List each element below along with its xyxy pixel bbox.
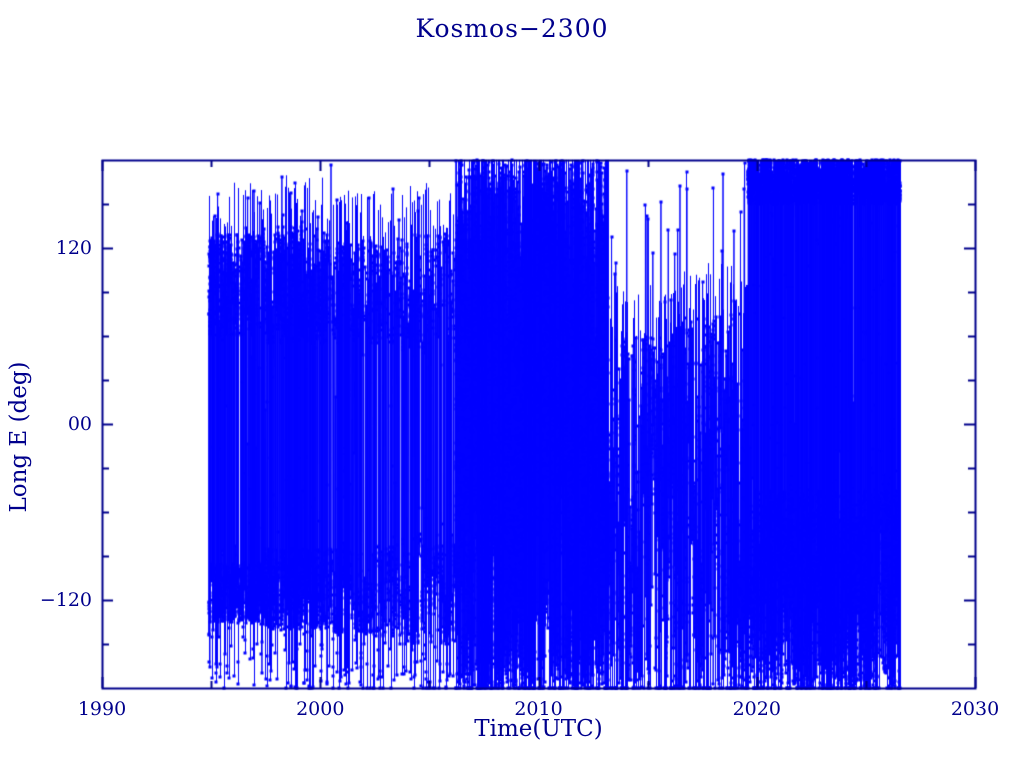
y-tick-label: 00 [67, 413, 92, 435]
y-axis-title: Long E (deg) [6, 361, 32, 513]
x-axis-title: Time(UTC) [474, 716, 603, 742]
x-tick-label: 2020 [732, 698, 781, 720]
y-tick-label: −120 [39, 589, 92, 611]
x-tick-label: 2000 [296, 698, 345, 720]
y-tick-label: 120 [55, 237, 92, 259]
x-tick-label: 2010 [514, 698, 563, 720]
x-tick-label: 1990 [77, 698, 127, 720]
x-tick-label: 2030 [950, 698, 1000, 720]
